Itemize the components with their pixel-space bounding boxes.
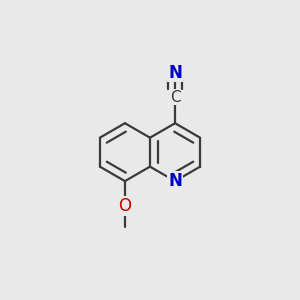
Text: O: O <box>118 197 131 215</box>
Text: N: N <box>168 64 182 82</box>
Text: N: N <box>168 172 182 190</box>
Text: C: C <box>170 90 180 105</box>
